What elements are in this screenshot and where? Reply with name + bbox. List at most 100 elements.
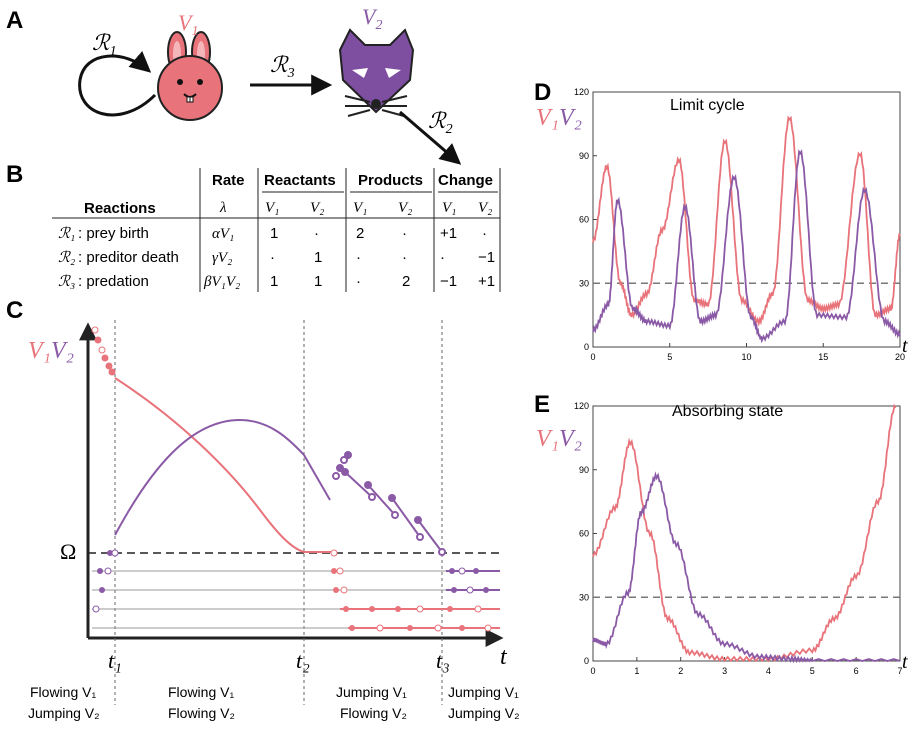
svg-text:: prey birth: : prey birth — [78, 225, 149, 242]
table-row: ℛ₁ : prey birth αV₁ 1 · 2 · +1 · — [58, 225, 487, 242]
svg-text:Jumping V₁: Jumping V₁ — [336, 684, 407, 700]
sub-chg-v1: V₁ — [442, 200, 456, 216]
panel-d-title: Limit cycle — [670, 97, 745, 114]
sub-prod-v2: V₂ — [398, 200, 412, 216]
panel-e: E V₁V₂ Absorbing state 0 30 60 90 120 0 1 2 3 4 5 6… — [534, 391, 908, 676]
header-rate: Rate — [212, 172, 245, 189]
svg-text:Jumping V₁: Jumping V₁ — [448, 684, 519, 700]
x-tick-label: 0 — [590, 352, 595, 362]
y-tick-label: 0 — [584, 342, 589, 352]
svg-text:·: · — [270, 249, 275, 266]
series-V2-line — [592, 471, 901, 664]
x-tick-label: 4 — [766, 666, 771, 676]
svg-text:: predation: : predation — [78, 273, 149, 290]
panel-c-label: C — [6, 297, 23, 324]
svg-text:ℛ₃: ℛ₃ — [58, 274, 75, 290]
panel-e-label: E — [534, 391, 550, 418]
y-tick-label: 0 — [584, 656, 589, 666]
r1-loop-arrow — [78, 51, 157, 117]
rabbit-icon — [157, 31, 223, 121]
sub-reac-v1: V₁ — [265, 200, 279, 216]
sub-reac-v2: V₂ — [310, 200, 324, 216]
svg-text:·: · — [356, 273, 361, 290]
svg-text:γV₂: γV₂ — [212, 250, 232, 266]
panel-c-lower-dots — [92, 549, 500, 632]
y-tick-label: 60 — [579, 529, 589, 539]
panel-c-ylabel: V₁V₂ — [28, 338, 74, 364]
y-tick-label: 120 — [574, 401, 589, 411]
panel-b-label: B — [6, 161, 23, 188]
panel-c-v2-curve — [114, 418, 331, 536]
panel-d-plot: 0 30 60 90 120 0 5 10 15 20 — [574, 87, 905, 362]
panel-e-title: Absorbing state — [672, 403, 783, 420]
tick-t1: t₁ — [108, 648, 122, 673]
panel-c-v1-jumps — [91, 326, 116, 376]
svg-text:·: · — [314, 225, 319, 242]
fox-icon — [338, 28, 415, 117]
svg-text:Flowing V₂: Flowing V₂ — [340, 705, 407, 721]
omega-label: Ω — [60, 539, 76, 564]
svg-text:·: · — [402, 225, 407, 242]
panel-a-label: A — [6, 7, 23, 34]
svg-text:−1: −1 — [478, 249, 495, 266]
y-tick-label: 120 — [574, 87, 589, 97]
svg-text:βV₁V₂: βV₁V₂ — [203, 274, 240, 290]
panel-e-frame — [592, 405, 901, 662]
header-products: Products — [358, 172, 423, 189]
panel-b-table: B Reactions Rate λ⃗ Reactants Products C… — [6, 161, 501, 292]
x-tick-label: 15 — [818, 352, 828, 362]
svg-text:ℛ₁: ℛ₁ — [58, 226, 75, 242]
panel-d: D V₁V₂ Limit cycle 0 30 60 90 120 0 5 10 15 20 t — [534, 79, 908, 362]
x-tick-label: 0 — [590, 666, 595, 676]
svg-text:·: · — [482, 225, 487, 242]
header-reactants: Reactants — [264, 172, 336, 189]
v2-label: V2 — [362, 4, 382, 33]
svg-text:: preditor death: : preditor death — [78, 249, 179, 266]
x-tick-label: 7 — [897, 666, 902, 676]
y-tick-label: 90 — [579, 465, 589, 475]
y-tick-label: 60 — [579, 215, 589, 225]
svg-text:·: · — [402, 249, 407, 266]
svg-text:αV₁: αV₁ — [212, 226, 234, 242]
svg-text:2: 2 — [402, 273, 410, 290]
svg-text:Flowing V₂: Flowing V₂ — [168, 705, 235, 721]
panel-c-x-label: t — [500, 644, 508, 670]
y-tick-label: 90 — [579, 151, 589, 161]
svg-text:Flowing V₁: Flowing V₁ — [30, 684, 96, 700]
r3-label: ℛ3 — [270, 52, 295, 81]
panel-e-ylabel: V₁V₂ — [536, 426, 582, 452]
sub-chg-v2: V₂ — [478, 200, 492, 216]
x-tick-label: 2 — [678, 666, 683, 676]
x-tick-label: 5 — [667, 352, 672, 362]
tick-t3: t₃ — [436, 648, 450, 673]
x-tick-label: 5 — [810, 666, 815, 676]
panel-c: C V₁V₂ t Ω — [6, 297, 520, 721]
header-change: Change — [438, 172, 493, 189]
y-tick-label: 30 — [579, 592, 589, 602]
y-tick-label: 30 — [579, 278, 589, 288]
svg-text:·: · — [356, 249, 361, 266]
svg-text:1: 1 — [314, 249, 322, 266]
panel-c-v2-jumps — [332, 451, 446, 556]
x-tick-label: 1 — [634, 666, 639, 676]
svg-text:2: 2 — [356, 225, 364, 242]
svg-text:+1: +1 — [440, 225, 457, 242]
panel-d-label: D — [534, 79, 551, 106]
svg-text:ℛ₂: ℛ₂ — [58, 250, 75, 266]
table-row: ℛ₃ : predation βV₁V₂ 1 1 · 2 −1 +1 — [58, 273, 495, 290]
svg-text:1: 1 — [270, 225, 278, 242]
series-V2-line — [592, 149, 901, 344]
panel-e-plot: 0 30 60 90 120 0 1 2 3 4 5 6 7 — [574, 401, 903, 676]
header-reactions: Reactions — [84, 200, 156, 217]
header-rate-symbol: λ⃗ — [219, 200, 238, 216]
svg-text:1: 1 — [314, 273, 322, 290]
panel-d-x-label: t — [902, 335, 908, 357]
r1-label: ℛ1 — [92, 30, 117, 59]
svg-text:+1: +1 — [478, 273, 495, 290]
svg-text:Flowing V₁: Flowing V₁ — [168, 684, 234, 700]
x-tick-label: 6 — [854, 666, 859, 676]
panel-a: A ℛ1 V1 ℛ3 — [6, 4, 462, 165]
svg-text:·: · — [440, 249, 445, 266]
svg-text:Jumping V₂: Jumping V₂ — [28, 705, 100, 721]
